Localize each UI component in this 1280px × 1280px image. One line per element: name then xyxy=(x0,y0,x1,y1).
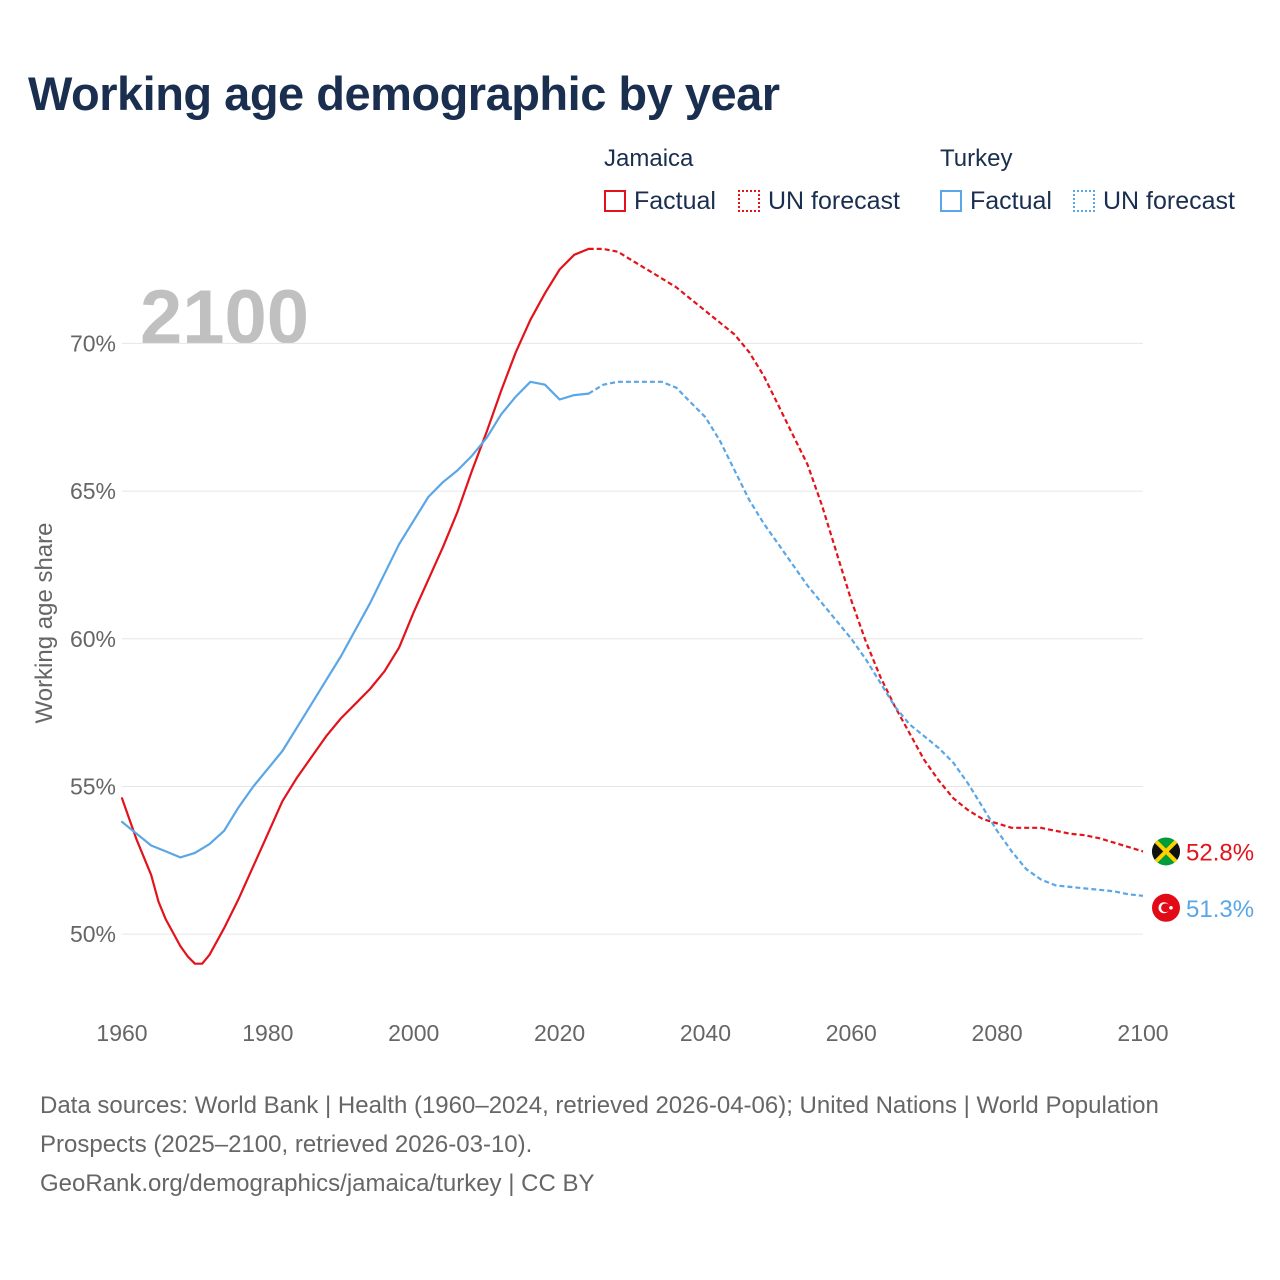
x-tick-label: 1980 xyxy=(242,1020,293,1046)
jamaica-flag-icon xyxy=(1152,837,1180,866)
turkey-end-label: 51.3% xyxy=(1186,896,1254,923)
legend-jamaica-factual[interactable]: Factual xyxy=(604,186,716,216)
footer-sources: Data sources: World Bank | Health (1960–… xyxy=(40,1092,1159,1158)
y-tick-label: 50% xyxy=(70,921,116,947)
x-tick-label: 2020 xyxy=(534,1020,585,1046)
legend-jamaica-factual-label: Factual xyxy=(634,186,716,215)
y-tick-label: 55% xyxy=(70,773,116,799)
line-chart: 2100 50% 55% 60% 65% 70% 1960 1980 2000 2020 2040… xyxy=(31,247,1254,1046)
turkey-factual-line[interactable] xyxy=(120,380,590,859)
y-axis-label: Working age share xyxy=(31,523,58,724)
y-tick-label: 65% xyxy=(70,478,116,504)
legend-turkey-forecast[interactable]: UN forecast xyxy=(1073,186,1235,216)
x-tick-label: 2000 xyxy=(388,1020,439,1046)
legend-group-jamaica: Jamaica xyxy=(604,145,694,172)
legend-turkey-factual[interactable]: Factual xyxy=(940,186,1052,216)
legend-jamaica-forecast[interactable]: UN forecast xyxy=(738,186,900,216)
y-tick-label: 70% xyxy=(70,330,116,356)
turkey-flag-icon xyxy=(1152,893,1180,922)
x-tick-label: 2040 xyxy=(680,1020,731,1046)
jamaica-end-label: 52.8% xyxy=(1186,839,1254,866)
legend-group-turkey: Turkey xyxy=(940,145,1013,172)
jamaica-factual-line[interactable] xyxy=(120,247,590,965)
footer-attribution: GeoRank.org/demographics/jamaica/turkey … xyxy=(40,1170,595,1197)
x-tick-label: 2060 xyxy=(826,1020,877,1046)
legend-jamaica-factual-swatch xyxy=(604,190,626,212)
footer: Data sources: World Bank | Health (1960–… xyxy=(40,1086,1220,1203)
y-tick-label: 60% xyxy=(70,626,116,652)
legend-turkey-factual-label: Factual xyxy=(970,186,1052,215)
year-display: 2100 xyxy=(140,275,309,360)
x-tick-label: 2100 xyxy=(1117,1020,1168,1046)
legend-jamaica-forecast-label: UN forecast xyxy=(768,186,900,215)
legend-turkey-forecast-label: UN forecast xyxy=(1103,186,1235,215)
x-tick-label: 1960 xyxy=(96,1020,147,1046)
legend-turkey-factual-swatch xyxy=(940,190,962,212)
jamaica-forecast-line[interactable] xyxy=(588,247,1144,853)
legend-turkey-forecast-swatch xyxy=(1073,190,1095,212)
chart-title: Working age demographic by year xyxy=(28,67,780,120)
x-tick-label: 2080 xyxy=(972,1020,1023,1046)
legend-jamaica-forecast-swatch xyxy=(738,190,760,212)
turkey-forecast-line[interactable] xyxy=(588,380,1144,897)
